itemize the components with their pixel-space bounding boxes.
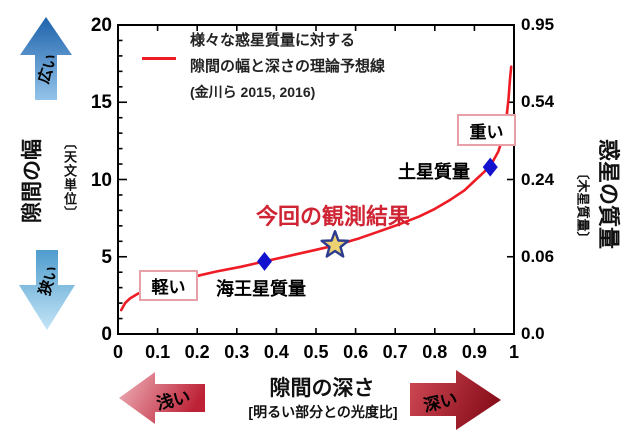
x-tick-label: 0.9 xyxy=(461,342,487,362)
y-right-tick-label: 0.95 xyxy=(521,15,555,34)
neptune-mass-label: 海王星質量 xyxy=(216,279,306,299)
deep-arrow-icon xyxy=(410,370,501,430)
wide-arrow-icon xyxy=(20,17,72,100)
y-left-tick-label: 10 xyxy=(90,169,112,191)
x-tick-label: 0.3 xyxy=(224,342,250,362)
legend-text-2: 隙間の幅と深さの理論予想線 xyxy=(190,58,386,75)
x-tick-label: 1 xyxy=(508,342,519,362)
legend-text-1: 様々な惑星質量に対する xyxy=(190,32,356,49)
observation-result-label: 今回の観測結果 xyxy=(256,204,411,229)
saturn-diamond-marker xyxy=(482,157,498,177)
y-left-tick-label: 0 xyxy=(101,324,112,345)
x-tick-label: 0.2 xyxy=(184,342,210,362)
x-tick-label: 0.8 xyxy=(422,342,448,362)
y-axis-left-title: 隙間の幅 xyxy=(21,139,44,223)
heavy-mass-box: 重い xyxy=(457,114,516,146)
y-right-tick-label: 0.54 xyxy=(521,92,555,112)
x-tick-label: 0 xyxy=(112,342,123,362)
x-tick-label: 0.1 xyxy=(145,342,171,362)
x-tick-label: 0.4 xyxy=(263,342,289,362)
legend-line-sample xyxy=(142,57,176,60)
y-axis-right-unit: 〔木星質量〕 xyxy=(575,166,591,245)
x-tick-label: 0.5 xyxy=(303,342,329,362)
y-axis-left-unit: 〔天文単位〕 xyxy=(62,136,77,220)
shallow-arrow-icon xyxy=(119,372,205,424)
x-tick-label: 0.7 xyxy=(382,342,408,362)
result-star-marker xyxy=(320,229,350,258)
narrow-arrow-icon xyxy=(19,250,75,330)
y-left-tick-label: 5 xyxy=(101,246,112,268)
y-left-tick-label: 15 xyxy=(90,92,112,114)
y-right-tick-label: 0.06 xyxy=(521,246,555,266)
data-markers xyxy=(257,157,498,271)
legend-citation: (金川ら 2015, 2016) xyxy=(190,84,316,100)
light-mass-box: 軽い xyxy=(139,270,198,301)
neptune-diamond-marker xyxy=(257,251,273,271)
y-right-tick-label: 0.0 xyxy=(521,324,545,343)
axis-ticks xyxy=(118,25,514,334)
saturn-mass-label: 土星質量 xyxy=(398,162,470,182)
x-axis-unit: [明るい部分との光度比] xyxy=(248,404,398,420)
y-axis-right-title: 惑星の質量 xyxy=(596,138,621,249)
x-tick-label: 0.6 xyxy=(343,342,369,362)
y-left-tick-label: 20 xyxy=(90,15,112,36)
x-axis-title: 隙間の深さ xyxy=(269,377,375,400)
y-right-tick-label: 0.24 xyxy=(521,169,555,189)
